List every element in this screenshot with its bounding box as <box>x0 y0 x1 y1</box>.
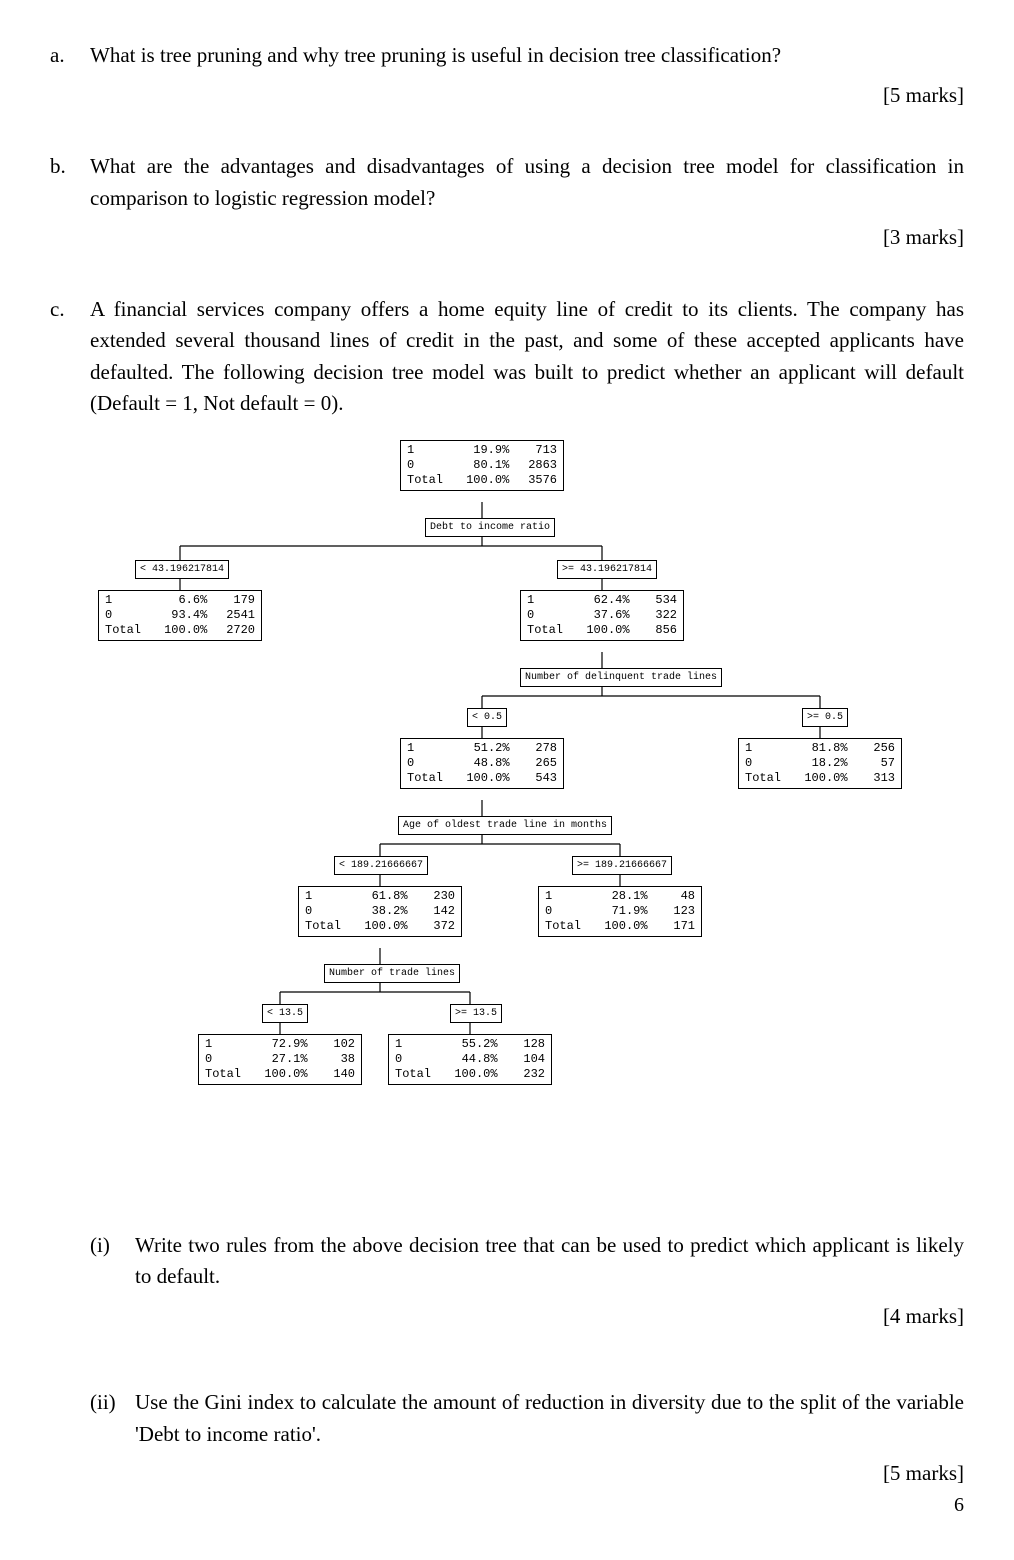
tree-node-root: 119.9%713 080.1%2863 Total100.0%3576 <box>400 440 564 491</box>
tree-node-n1a: 16.6%179 093.4%2541 Total100.0%2720 <box>98 590 262 641</box>
question-b-body: What are the advantages and disadvantage… <box>90 151 964 254</box>
question-b-text: What are the advantages and disadvantage… <box>90 151 964 214</box>
subquestion-ii: (ii) Use the Gini index to calculate the… <box>50 1387 964 1490</box>
tree-node-n4b: 155.2%128 044.8%104 Total100.0%232 <box>388 1034 552 1085</box>
page-number: 6 <box>50 1490 964 1520</box>
question-a-label: a. <box>50 40 90 111</box>
question-c: c. A financial services company offers a… <box>50 294 964 420</box>
question-a-body: What is tree pruning and why tree prunin… <box>90 40 964 111</box>
subquestion-ii-label: (ii) <box>90 1387 135 1490</box>
cond-age-lt: < 189.21666667 <box>334 856 428 875</box>
tree-node-n4a: 172.9%102 027.1%38 Total100.0%140 <box>198 1034 362 1085</box>
tree-node-n1b: 162.4%534 037.6%322 Total100.0%856 <box>520 590 684 641</box>
question-b-marks: [3 marks] <box>90 222 964 254</box>
question-b: b. What are the advantages and disadvant… <box>50 151 964 254</box>
cond-deliq-ge: >= 0.5 <box>802 708 848 727</box>
question-c-label: c. <box>50 294 90 420</box>
subquestion-i-body: Write two rules from the above decision … <box>135 1230 964 1333</box>
cond-age-ge: >= 189.21666667 <box>572 856 672 875</box>
cond-dti-lt: < 43.196217814 <box>135 560 229 579</box>
cond-trade-ge: >= 13.5 <box>450 1004 502 1023</box>
question-c-text: A financial services company offers a ho… <box>90 294 964 420</box>
cond-deliq-lt: < 0.5 <box>467 708 507 727</box>
question-a-text: What is tree pruning and why tree prunin… <box>90 40 964 72</box>
split-delinquent-lines: Number of delinquent trade lines <box>520 668 722 687</box>
split-age-oldest-trade: Age of oldest trade line in months <box>398 816 612 835</box>
tree-node-n2b: 181.8%256 018.2%57 Total100.0%313 <box>738 738 902 789</box>
cond-trade-lt: < 13.5 <box>262 1004 308 1023</box>
cond-dti-ge: >= 43.196217814 <box>557 560 657 579</box>
subquestion-ii-text: Use the Gini index to calculate the amou… <box>135 1387 964 1450</box>
tree-node-n3a: 161.8%230 038.2%142 Total100.0%372 <box>298 886 462 937</box>
subquestion-i: (i) Write two rules from the above decis… <box>50 1230 964 1333</box>
question-c-body: A financial services company offers a ho… <box>90 294 964 420</box>
subquestion-ii-body: Use the Gini index to calculate the amou… <box>135 1387 964 1490</box>
tree-node-n2a: 151.2%278 048.8%265 Total100.0%543 <box>400 738 564 789</box>
question-a: a. What is tree pruning and why tree pru… <box>50 40 964 111</box>
tree-node-n3b: 128.1%48 071.9%123 Total100.0%171 <box>538 886 702 937</box>
split-number-trade-lines: Number of trade lines <box>324 964 460 983</box>
decision-tree-diagram: 119.9%713 080.1%2863 Total100.0%3576 Deb… <box>50 440 964 1200</box>
subquestion-i-marks: [4 marks] <box>135 1301 964 1333</box>
question-b-label: b. <box>50 151 90 254</box>
subquestion-i-text: Write two rules from the above decision … <box>135 1230 964 1293</box>
question-a-marks: [5 marks] <box>90 80 964 112</box>
subquestion-i-label: (i) <box>90 1230 135 1333</box>
subquestion-ii-marks: [5 marks] <box>135 1458 964 1490</box>
split-debt-to-income: Debt to income ratio <box>425 518 555 537</box>
